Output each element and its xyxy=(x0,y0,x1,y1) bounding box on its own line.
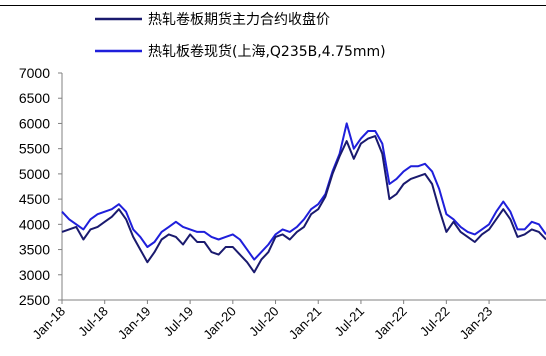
x-tick-label: Jan-18 xyxy=(29,304,68,343)
y-tick-label: 4000 xyxy=(19,216,50,232)
y-tick-label: 2500 xyxy=(19,292,50,308)
x-tick-label: Jul-22 xyxy=(417,304,453,340)
y-tick-label: 7000 xyxy=(19,65,50,81)
x-tick-label: Jul-19 xyxy=(161,304,197,340)
x-tick-label: Jan-21 xyxy=(286,304,325,343)
top-rule xyxy=(0,5,546,6)
series-line-spot xyxy=(61,122,546,261)
y-tick-label: 6500 xyxy=(19,90,50,106)
series-lines xyxy=(61,122,546,274)
series-line-futures xyxy=(61,135,546,274)
x-tick-label: Jan-19 xyxy=(115,304,154,343)
legend-label-futures: 热轧卷板期货主力合约收盘价 xyxy=(148,11,330,28)
x-tick-label: Jan-23 xyxy=(456,304,495,343)
y-ticks: 2500 3000 3500 4000 4500 5000 5500 6000 6500 7000 xyxy=(19,65,62,308)
x-tick-label: Jul-20 xyxy=(246,304,282,340)
y-tick-label: 3500 xyxy=(19,242,50,258)
y-tick-label: 5000 xyxy=(19,166,50,182)
x-tick-label: Jan-20 xyxy=(200,304,239,343)
x-tick-label: Jul-18 xyxy=(75,304,111,340)
legend: 热轧卷板期货主力合约收盘价 热轧板卷现货(上海,Q235B,4.75mm) xyxy=(95,11,386,60)
y-tick-label: 3000 xyxy=(19,267,50,283)
x-ticks: Jan-18 Jul-18 Jan-19 Jul-19 Jan-20 Jul-20 Jan-… xyxy=(29,300,495,342)
x-tick-label: Jul-21 xyxy=(331,304,367,340)
y-tick-label: 6000 xyxy=(19,115,50,131)
legend-label-spot: 热轧板卷现货(上海,Q235B,4.75mm) xyxy=(148,43,386,60)
y-tick-label: 5500 xyxy=(19,141,50,157)
y-tick-label: 4500 xyxy=(19,191,50,207)
x-tick-label: Jan-22 xyxy=(371,304,410,343)
